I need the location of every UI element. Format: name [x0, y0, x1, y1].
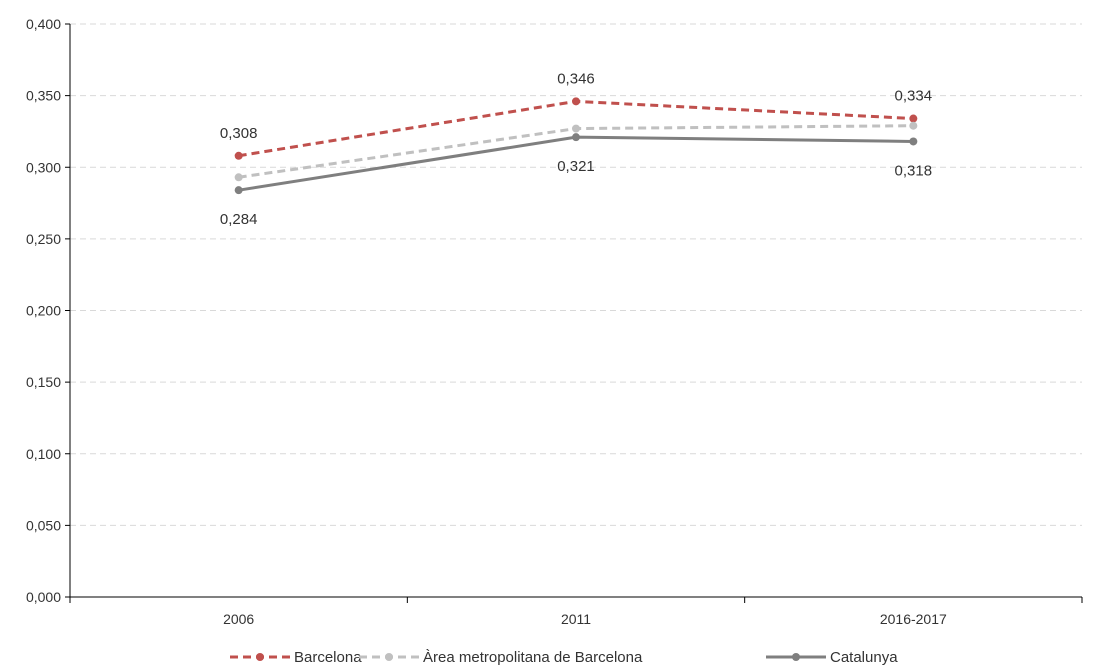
y-tick-label: 0,350: [26, 88, 61, 104]
legend: Barcelona Àrea metropolitana de Barcelona…: [230, 649, 898, 666]
y-tick-label: 0,150: [26, 374, 61, 390]
data-label: 0,308: [220, 125, 258, 142]
data-label: 0,346: [557, 70, 595, 87]
data-labels: 0,308 0,346 0,334 0,284 0,321 0,318: [220, 70, 932, 228]
data-point: [909, 121, 918, 130]
legend-label: Catalunya: [830, 649, 898, 666]
y-tick-label: 0,050: [26, 517, 61, 533]
x-tick-label: 2016-2017: [880, 611, 947, 627]
data-label: 0,318: [895, 162, 933, 179]
data-point: [909, 137, 918, 146]
x-tick-label: 2006: [223, 611, 254, 627]
x-tick-label: 2011: [561, 611, 591, 627]
y-tick-label: 0,400: [26, 16, 61, 32]
legend-item: Catalunya: [766, 649, 898, 666]
legend-swatch-marker: [256, 653, 264, 661]
y-tick-label: 0,100: [26, 446, 61, 462]
legend-swatch-marker: [792, 653, 800, 661]
y-axis-ticks: 0,000 0,050 0,100 0,150 0,200 0,250 0,300 0,350…: [26, 16, 70, 605]
grid-lines: [70, 23, 1082, 526]
data-label: 0,334: [895, 88, 933, 105]
data-point: [234, 173, 243, 182]
legend-item: Barcelona: [230, 649, 362, 666]
data-label: 0,284: [220, 211, 258, 228]
legend-swatch-marker: [385, 653, 393, 661]
data-point: [572, 133, 580, 142]
series-lines: [234, 97, 918, 195]
data-point: [909, 114, 918, 123]
y-tick-label: 0,000: [26, 589, 61, 605]
legend-label: Àrea metropolitana de Barcelona: [423, 649, 643, 666]
x-axis-ticks: 2006 2011 2016-2017: [69, 597, 1083, 627]
data-point: [572, 97, 580, 106]
legend-item: Àrea metropolitana de Barcelona: [359, 649, 643, 666]
y-tick-label: 0,300: [26, 159, 61, 175]
y-tick-label: 0,250: [26, 231, 61, 247]
y-tick-label: 0,200: [26, 303, 61, 319]
data-label: 0,321: [557, 158, 595, 175]
data-point: [572, 124, 580, 133]
legend-label: Barcelona: [294, 649, 362, 666]
data-point: [234, 151, 243, 160]
data-point: [234, 186, 243, 195]
